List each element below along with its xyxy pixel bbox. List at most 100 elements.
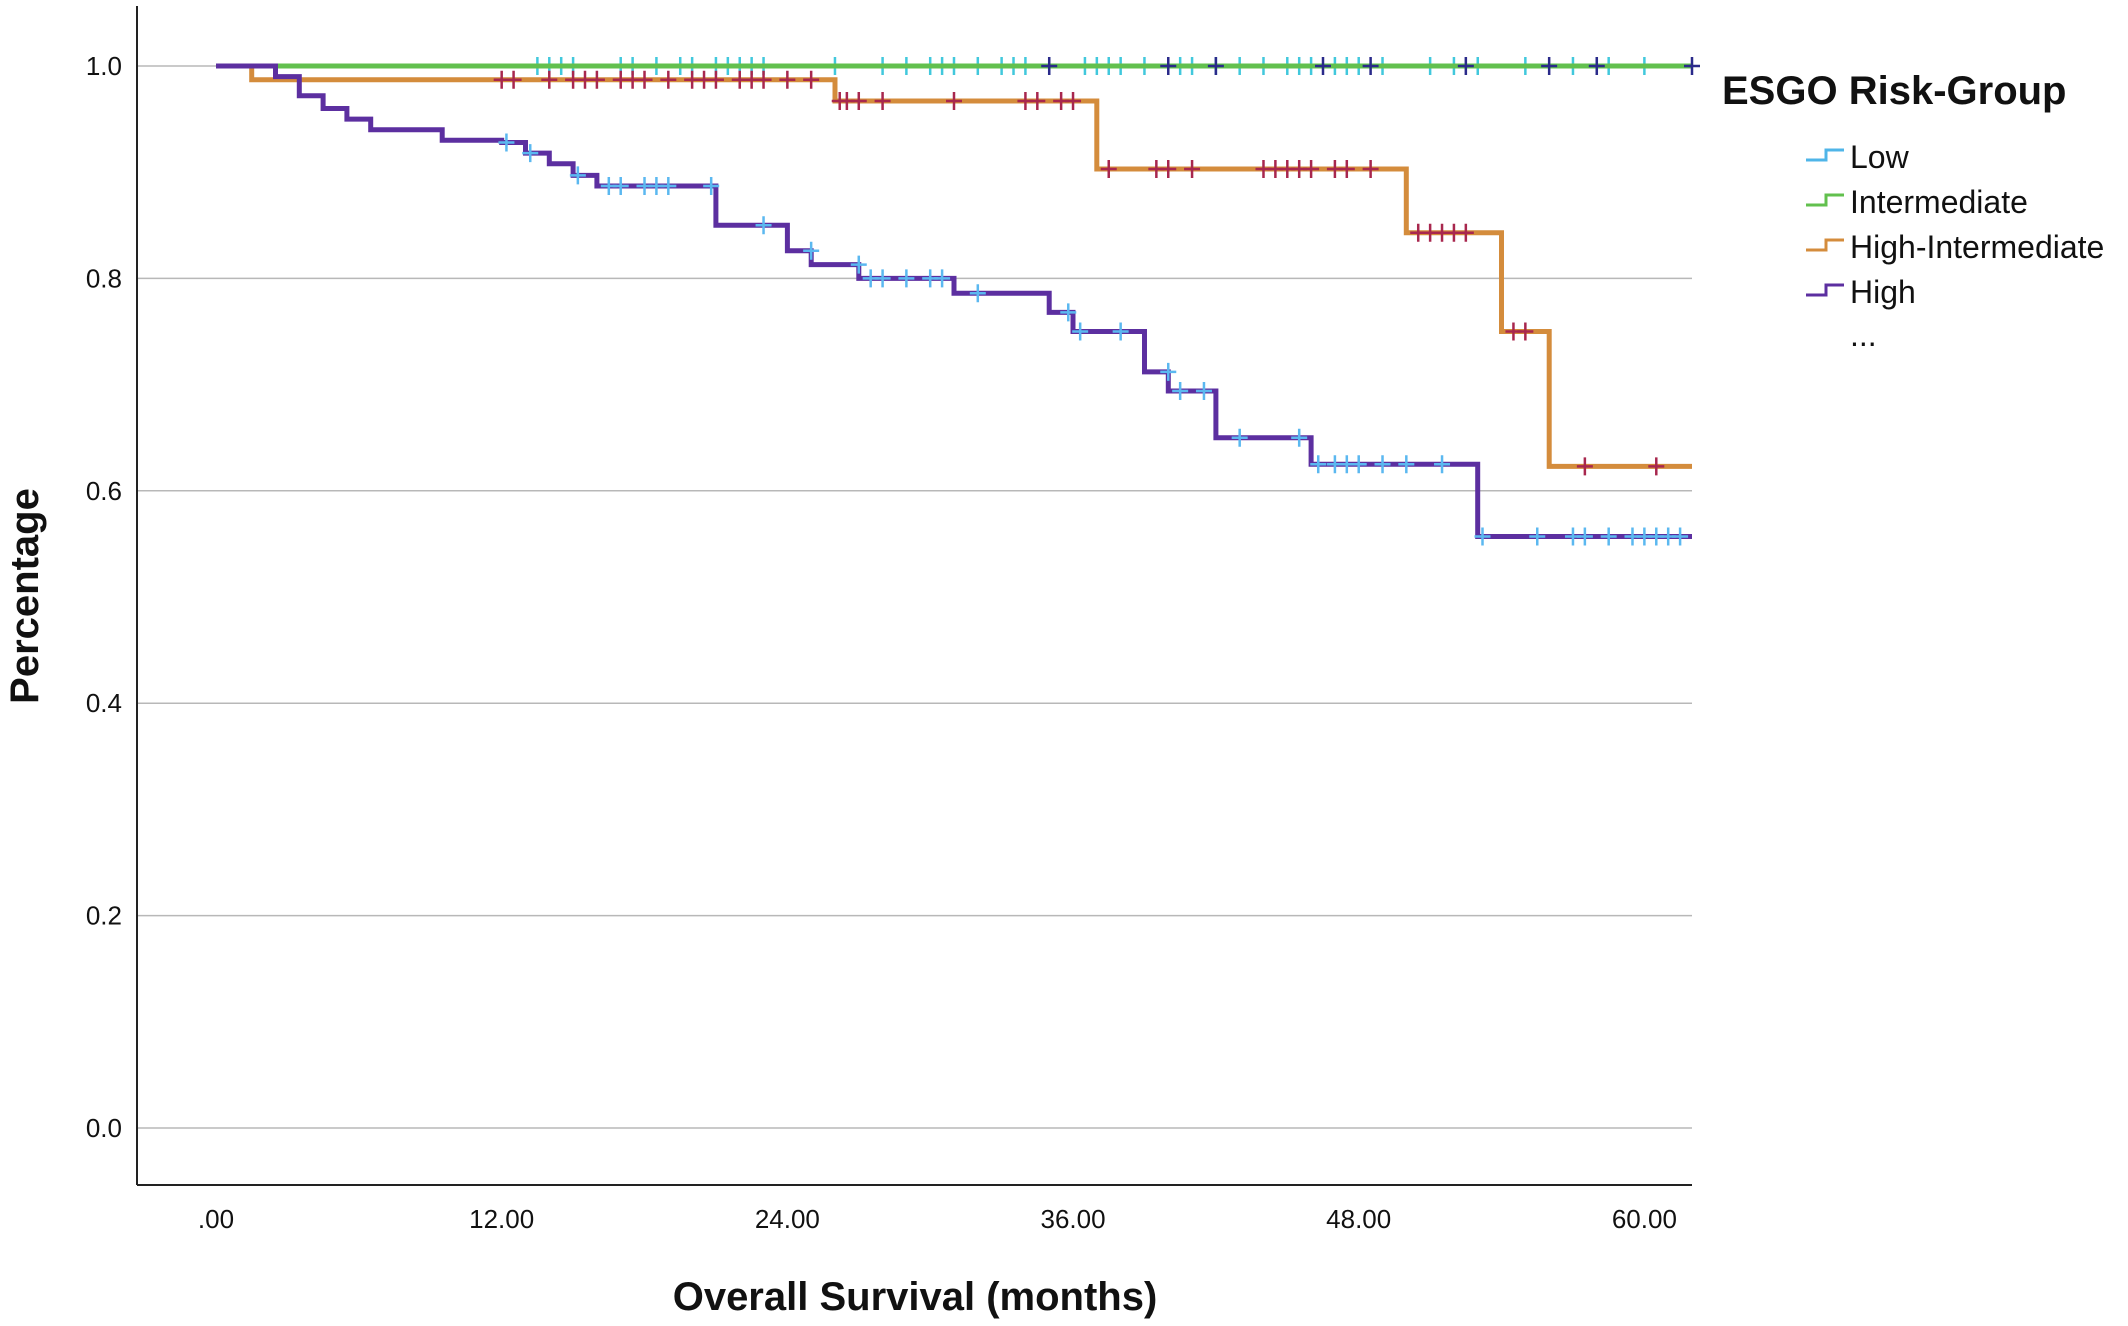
censor-mark <box>1457 223 1474 242</box>
legend-item: High-Intermediate <box>1806 229 2104 265</box>
censor-mark <box>1310 455 1327 474</box>
censor-mark <box>779 70 796 89</box>
censor-mark <box>1303 160 1320 179</box>
series-high-intermediate <box>216 63 1692 476</box>
censor-mark <box>1648 457 1665 476</box>
censor-mark <box>1065 92 1082 111</box>
x-tick-label: .00 <box>198 1204 234 1234</box>
censor-mark <box>1207 57 1224 75</box>
censor-mark <box>1576 527 1593 546</box>
censor-mark <box>874 269 891 288</box>
censor-mark <box>1291 428 1308 447</box>
censor-mark <box>898 269 915 288</box>
censor-mark <box>1041 57 1058 75</box>
legend-label: Low <box>1850 139 1910 175</box>
censor-mark <box>946 92 962 111</box>
censor-mark <box>1588 57 1605 75</box>
censor-mark <box>1338 160 1355 179</box>
legend-more: ... <box>1850 317 1877 353</box>
censor-mark <box>636 70 653 89</box>
y-tick-label: 0.0 <box>86 1113 122 1143</box>
gridlines <box>137 65 1692 1129</box>
y-tick-label: 0.4 <box>86 688 122 718</box>
x-tick-label: 60.00 <box>1612 1204 1677 1234</box>
series-layer <box>216 57 1700 546</box>
censor-mark <box>505 70 522 89</box>
y-tick-label: 0.6 <box>86 476 122 506</box>
censor-mark <box>1160 57 1177 75</box>
censor-mark <box>850 255 867 274</box>
censor-mark <box>1100 160 1117 179</box>
legend-items: Low Intermediate High-Intermediate High <box>1806 139 2104 310</box>
legend-swatch <box>1806 193 1844 207</box>
legend-swatch <box>1806 283 1844 297</box>
censor-mark <box>1398 455 1415 474</box>
y-tick-label: 0.8 <box>86 263 122 293</box>
y-tick-label: 1.0 <box>86 51 122 81</box>
legend-swatch <box>1806 148 1844 162</box>
series-high <box>216 63 1692 546</box>
censor-mark <box>1474 527 1491 546</box>
censor-mark <box>541 70 558 89</box>
y-tick-label: 0.2 <box>86 901 122 931</box>
censor-mark <box>498 133 515 152</box>
y-axis-title: Percentage <box>3 488 47 704</box>
series-line-high <box>216 63 1692 539</box>
censor-mark <box>755 70 772 89</box>
censor-mark <box>703 177 720 196</box>
censor-mark <box>1434 455 1451 474</box>
censor-mark <box>660 70 677 89</box>
censor-mark <box>1112 322 1129 341</box>
censor-mark <box>803 70 820 89</box>
x-tick-label: 12.00 <box>469 1204 534 1234</box>
censor-mark <box>1315 57 1331 75</box>
x-tick-label: 36.00 <box>1040 1204 1105 1234</box>
censor-mark <box>1231 428 1248 447</box>
censor-mark <box>1072 322 1089 341</box>
censor-mark <box>1184 160 1201 179</box>
x-tick-label: 48.00 <box>1326 1204 1391 1234</box>
censor-mark <box>1672 527 1689 546</box>
legend-item: High <box>1806 274 1916 310</box>
censor-mark <box>1172 381 1189 400</box>
x-tick-label: 24.00 <box>755 1204 820 1234</box>
censor-mark <box>588 70 605 89</box>
legend: ESGO Risk-Group Low Intermediate High-Inte… <box>1722 69 2104 353</box>
series-intermediate <box>216 57 1700 75</box>
censor-mark <box>1457 57 1474 75</box>
censor-mark <box>1374 455 1391 474</box>
censor-mark <box>1362 57 1379 75</box>
censor-mark <box>1541 57 1558 75</box>
censor-mark <box>1529 527 1546 546</box>
censor-mark <box>803 241 820 260</box>
censor-mark <box>1362 160 1379 179</box>
x-axis-title: Overall Survival (months) <box>673 1275 1158 1319</box>
series-line-high-intermediate <box>216 63 1692 469</box>
censor-mark <box>1517 322 1534 341</box>
tick-labels: 0.0 0.2 0.4 0.6 0.8 1.0 .00 12.00 24.00 36.00 48.0… <box>86 51 1677 1234</box>
censor-mark <box>755 216 772 235</box>
censor-mark <box>612 177 629 196</box>
censor-mark <box>1684 57 1700 75</box>
censor-mark <box>1160 160 1177 179</box>
censor-mark <box>969 284 986 303</box>
censor-mark <box>874 92 891 111</box>
censor-mark <box>1600 527 1617 546</box>
censor-mark <box>569 166 586 185</box>
legend-item: Intermediate <box>1806 184 2028 220</box>
legend-label: Intermediate <box>1850 184 2028 220</box>
censor-mark <box>707 70 724 89</box>
censor-mark <box>1029 92 1046 111</box>
censor-mark <box>660 177 677 196</box>
censor-mark <box>1060 303 1077 322</box>
censor-mark <box>522 144 539 163</box>
legend-title: ESGO Risk-Group <box>1722 69 2067 113</box>
censor-mark <box>934 269 951 288</box>
censor-mark <box>1350 455 1367 474</box>
censor-mark <box>850 92 867 111</box>
legend-item: Low <box>1806 139 1910 175</box>
legend-label: High-Intermediate <box>1850 229 2104 265</box>
legend-label: High <box>1850 274 1916 310</box>
censor-mark <box>1576 457 1593 476</box>
